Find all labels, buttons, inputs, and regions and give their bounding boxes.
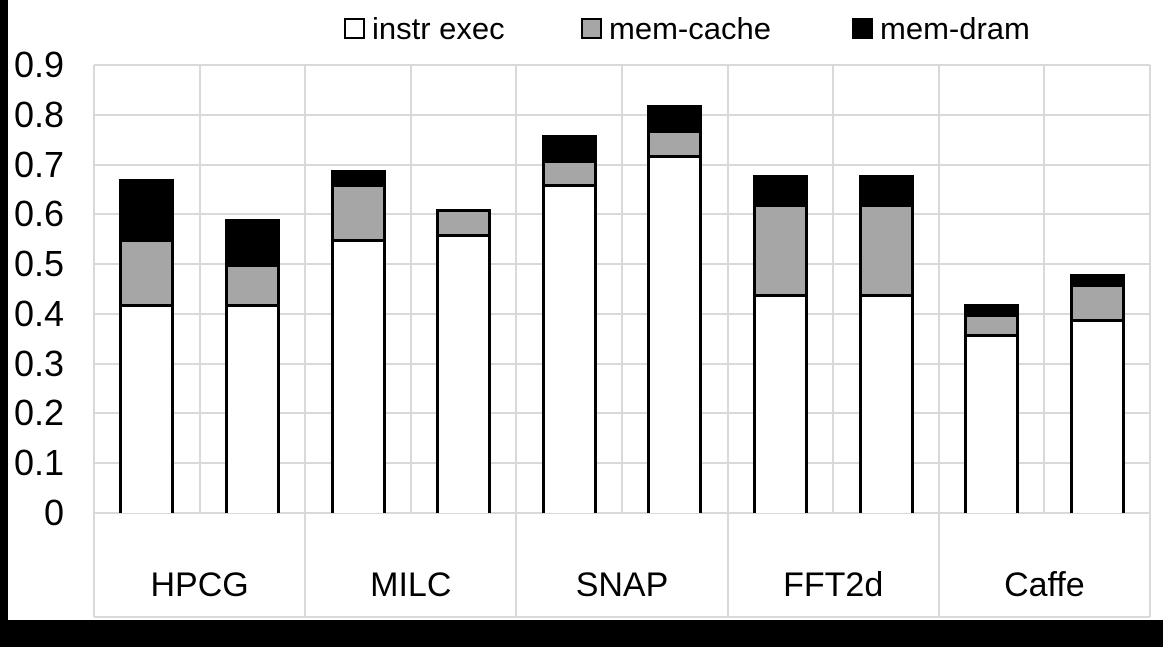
bar-segment-instr-exec-FFT2d-1: [752, 293, 808, 513]
legend-item-mem-cache: mem-cache: [581, 13, 771, 44]
screenshot-bottom-border: [0, 620, 1163, 647]
bar-segment-instr-exec-HPCG-1: [119, 303, 175, 513]
bar-segment-mem-cache-HPCG-1: [119, 239, 175, 307]
gridline-vertical: [93, 65, 95, 617]
chart-legend: instr exec mem-cache mem-dram: [0, 0, 1163, 55]
bar-segment-instr-exec-Caffe-2: [1069, 318, 1125, 513]
bar-segment-mem-dram-Caffe-2: [1069, 274, 1125, 288]
x-axis-category-label-Caffe: Caffe: [1004, 566, 1085, 604]
bar-segment-mem-cache-FFT2d-1: [752, 204, 808, 297]
y-axis-tick-label: 0.2: [13, 392, 64, 434]
bar-segment-mem-cache-Caffe-2: [1069, 284, 1125, 322]
bar-segment-mem-dram-SNAP-1: [541, 134, 597, 163]
gridline-vertical: [409, 65, 412, 513]
y-axis-tick-label: 0.9: [13, 44, 64, 85]
gridline-vertical: [304, 65, 307, 617]
y-axis-tick-label: 0: [43, 492, 64, 533]
bar-segment-instr-exec-MILC-1: [330, 239, 386, 513]
legend-label-mem-cache: mem-cache: [609, 11, 771, 46]
x-axis-category-label-MILC: MILC: [370, 566, 452, 604]
x-axis-category-label-SNAP: SNAP: [575, 566, 669, 604]
bar-segment-instr-exec-FFT2d-2: [858, 293, 914, 513]
bar-segment-instr-exec-MILC-2: [436, 234, 492, 513]
bar-segment-mem-dram-FFT2d-2: [858, 174, 914, 208]
x-axis-category-label-FFT2d: FFT2d: [783, 566, 884, 604]
gridline-vertical: [515, 65, 518, 617]
bar-segment-mem-cache-Caffe-1: [964, 313, 1020, 337]
legend-swatch-instr-exec-icon: [344, 18, 365, 39]
bar-segment-mem-dram-Caffe-1: [964, 303, 1020, 317]
y-axis-tick-label: 0.6: [13, 193, 64, 235]
legend-label-mem-dram: mem-dram: [880, 11, 1030, 46]
legend-swatch-mem-dram-icon: [852, 18, 873, 39]
axis-area-bottom-line: [94, 616, 1150, 618]
bar-segment-instr-exec-SNAP-1: [541, 184, 597, 513]
bar-segment-mem-cache-MILC-1: [330, 184, 386, 243]
bar-segment-instr-exec-HPCG-2: [224, 303, 280, 513]
legend-swatch-mem-cache-icon: [581, 18, 602, 39]
y-axis-tick-label: 0.1: [13, 442, 64, 484]
legend-label-instr-exec: instr exec: [372, 11, 505, 46]
gridline-vertical: [1043, 65, 1046, 513]
legend-item-instr-exec: instr exec: [344, 13, 505, 44]
bar-segment-mem-cache-SNAP-1: [541, 159, 597, 188]
screenshot-left-border: [0, 0, 8, 647]
bar-segment-instr-exec-Caffe-1: [964, 333, 1020, 513]
gridline-vertical: [832, 65, 835, 513]
legend-item-mem-dram: mem-dram: [852, 13, 1030, 44]
bar-segment-mem-cache-SNAP-2: [647, 129, 703, 158]
gridline-vertical: [621, 65, 623, 513]
bar-segment-instr-exec-SNAP-2: [647, 154, 703, 513]
y-axis-tick-label: 0.4: [13, 292, 64, 334]
y-axis-tick-label: 0.5: [13, 243, 64, 285]
bar-segment-mem-cache-FFT2d-2: [858, 204, 914, 297]
y-axis-tick-label: 0.3: [13, 342, 64, 384]
x-axis-category-label-HPCG: HPCG: [150, 566, 249, 604]
bar-segment-mem-dram-MILC-1: [330, 169, 386, 188]
gridline-vertical: [198, 65, 201, 513]
bar-segment-mem-dram-SNAP-2: [647, 104, 703, 133]
bar-segment-mem-cache-MILC-2: [436, 209, 492, 238]
bar-segment-mem-cache-HPCG-2: [224, 264, 280, 307]
bar-segment-mem-dram-FFT2d-1: [752, 174, 808, 208]
y-axis-tick-label: 0.8: [13, 93, 64, 135]
gridline-vertical: [726, 65, 729, 617]
gridline-vertical: [937, 65, 940, 617]
bar-segment-mem-dram-HPCG-2: [224, 219, 280, 268]
gridline-vertical: [1149, 65, 1151, 617]
bar-segment-mem-dram-HPCG-1: [119, 179, 175, 243]
y-axis-tick-label: 0.7: [13, 143, 64, 185]
gridline-horizontal: [94, 512, 1150, 514]
